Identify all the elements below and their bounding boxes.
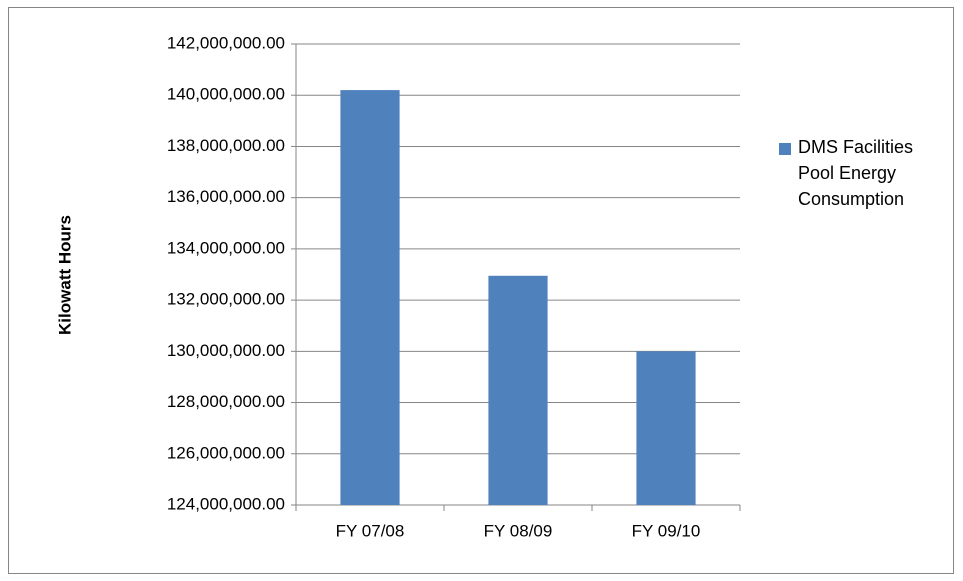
x-tick-label: FY 08/09	[484, 521, 553, 540]
y-tick-label: 128,000,000.00	[167, 392, 285, 411]
y-tick-label: 142,000,000.00	[167, 33, 285, 52]
y-tick-label: 140,000,000.00	[167, 85, 285, 104]
legend-swatch	[779, 143, 791, 155]
y-tick-label: 126,000,000.00	[167, 443, 285, 462]
bar	[636, 351, 696, 505]
y-tick-label: 136,000,000.00	[167, 187, 285, 206]
bar	[488, 275, 548, 505]
legend-label: DMS Facilities Pool Energy Consumption	[798, 137, 914, 209]
y-tick-label: 130,000,000.00	[167, 341, 285, 360]
bar	[340, 90, 400, 505]
y-tick-label: 134,000,000.00	[167, 238, 285, 257]
y-tick-label: 132,000,000.00	[167, 290, 285, 309]
x-tick-label: FY 07/08	[336, 521, 405, 540]
y-tick-label: 138,000,000.00	[167, 136, 285, 155]
y-tick-label: 124,000,000.00	[167, 494, 285, 513]
x-tick-label: FY 09/10	[632, 521, 701, 540]
chart-border	[8, 7, 954, 574]
y-axis-title: Kilowatt Hours	[55, 215, 74, 335]
